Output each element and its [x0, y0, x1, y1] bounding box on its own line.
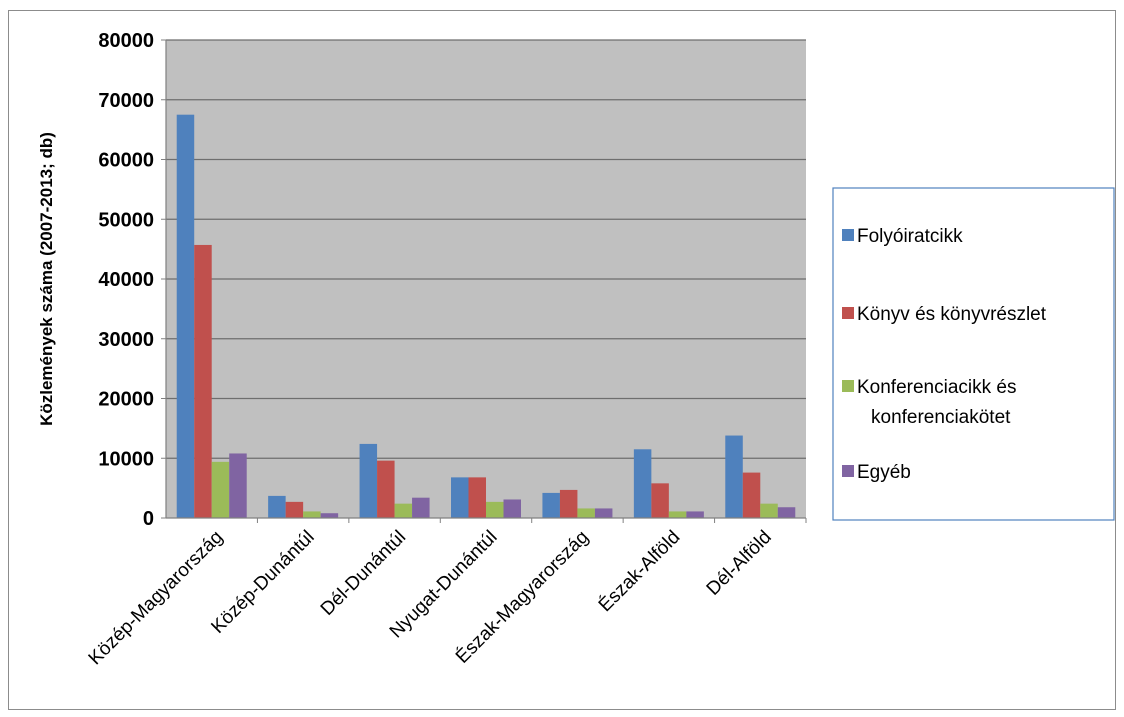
bar — [760, 503, 778, 518]
y-tick-label: 0 — [143, 508, 154, 530]
legend-label: Egyéb — [857, 462, 911, 483]
legend-swatch — [842, 465, 854, 477]
bar — [229, 453, 247, 518]
legend-box — [832, 187, 1115, 521]
legend-label: Konferenciacikk és konferenciakötet — [857, 377, 1016, 428]
legend-swatch — [842, 229, 854, 241]
y-axis-title: Közlemények száma (2007-2013; db) — [37, 132, 56, 426]
bar — [651, 483, 669, 518]
x-tick-label: Dél-Dunántúl — [317, 527, 410, 620]
legend-label: Folyóiratcikk — [857, 226, 963, 247]
bar — [633, 449, 652, 518]
y-tick-label: 50000 — [98, 209, 154, 231]
y-tick-label: 40000 — [98, 269, 154, 291]
bar — [377, 460, 395, 518]
bar — [412, 497, 430, 518]
y-tick-label: 80000 — [98, 30, 154, 52]
y-tick-label: 60000 — [98, 150, 154, 172]
bar — [594, 508, 613, 518]
x-tick-label: Dél-Alföld — [703, 527, 776, 600]
bar — [176, 114, 195, 518]
bar — [777, 507, 796, 518]
bar — [559, 489, 578, 518]
bar — [668, 511, 687, 518]
bar — [320, 513, 339, 518]
y-tick-label: 10000 — [98, 448, 154, 470]
x-tick-label: Közép-Magyarország — [85, 527, 228, 670]
bar — [303, 511, 321, 518]
x-tick-label: Észak-Alföld — [595, 527, 685, 617]
bar — [194, 244, 212, 518]
bar — [577, 508, 595, 518]
legend-swatch — [842, 307, 854, 319]
bar — [359, 443, 378, 518]
bar — [468, 477, 486, 518]
bar — [742, 472, 761, 518]
bar — [503, 499, 521, 518]
bar — [486, 501, 504, 518]
legend-label: Könyv és könyvrészlet — [857, 304, 1047, 325]
bar — [725, 435, 743, 518]
bar — [211, 461, 230, 518]
legend-swatch — [842, 380, 854, 392]
bar — [542, 492, 560, 518]
bar — [451, 477, 469, 518]
y-tick-label: 20000 — [98, 389, 154, 411]
y-tick-label: 30000 — [98, 329, 154, 351]
bar — [285, 501, 304, 518]
bar — [394, 503, 413, 518]
bar — [268, 495, 286, 518]
y-tick-label: 70000 — [98, 90, 154, 112]
bar — [686, 511, 704, 518]
